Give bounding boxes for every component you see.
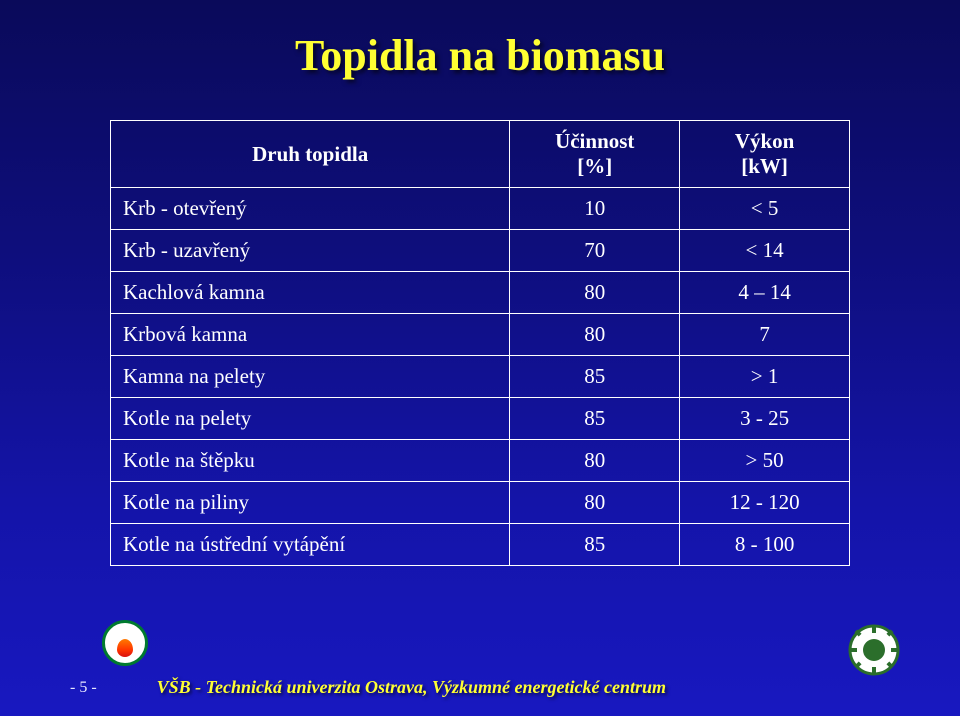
cell-type: Kotle na štěpku: [111, 440, 510, 482]
cell-power: 7: [680, 314, 850, 356]
footer-text: VŠB - Technická univerzita Ostrava, Výzk…: [157, 677, 666, 698]
col-header-type: Druh topidla: [111, 121, 510, 188]
biomass-heaters-table: Druh topidla Účinnost[%] Výkon[kW] Krb -…: [110, 120, 850, 566]
cell-efficiency: 80: [510, 482, 680, 524]
table-row: Kotle na pelety 85 3 - 25: [111, 398, 850, 440]
col-header-power: Výkon[kW]: [680, 121, 850, 188]
table-header-row: Druh topidla Účinnost[%] Výkon[kW]: [111, 121, 850, 188]
table-row: Kotle na piliny 80 12 - 120: [111, 482, 850, 524]
table-row: Kachlová kamna 80 4 – 14: [111, 272, 850, 314]
cell-power: < 5: [680, 188, 850, 230]
cell-power: 4 – 14: [680, 272, 850, 314]
cell-type: Kachlová kamna: [111, 272, 510, 314]
slide-title: Topidla na biomasu: [0, 30, 960, 81]
cell-efficiency: 70: [510, 230, 680, 272]
table-row: Kotle na ústřední vytápění 85 8 - 100: [111, 524, 850, 566]
cell-power: 12 - 120: [680, 482, 850, 524]
cell-power: > 50: [680, 440, 850, 482]
cell-power: < 14: [680, 230, 850, 272]
slide: Topidla na biomasu Druh topidla Účinnost…: [0, 0, 960, 716]
col-header-efficiency: Účinnost[%]: [510, 121, 680, 188]
page-number: - 5 -: [70, 679, 97, 697]
cell-power: > 1: [680, 356, 850, 398]
cell-efficiency: 85: [510, 524, 680, 566]
table-row: Krb - otevřený 10 < 5: [111, 188, 850, 230]
cell-type: Krbová kamna: [111, 314, 510, 356]
logo-vsb-icon: [848, 624, 900, 676]
cell-efficiency: 10: [510, 188, 680, 230]
cell-power: 8 - 100: [680, 524, 850, 566]
cell-power: 3 - 25: [680, 398, 850, 440]
table-row: Krb - uzavřený 70 < 14: [111, 230, 850, 272]
cell-type: Krb - uzavřený: [111, 230, 510, 272]
cell-type: Kotle na piliny: [111, 482, 510, 524]
footer: - 5 - VŠB - Technická univerzita Ostrava…: [0, 677, 960, 698]
table-row: Krbová kamna 80 7: [111, 314, 850, 356]
logo-energy-center-icon: [102, 620, 148, 666]
cell-efficiency: 80: [510, 272, 680, 314]
cell-efficiency: 80: [510, 440, 680, 482]
cell-efficiency: 80: [510, 314, 680, 356]
cell-efficiency: 85: [510, 398, 680, 440]
cell-efficiency: 85: [510, 356, 680, 398]
table-row: Kamna na pelety 85 > 1: [111, 356, 850, 398]
cell-type: Kotle na pelety: [111, 398, 510, 440]
table-body: Krb - otevřený 10 < 5 Krb - uzavřený 70 …: [111, 188, 850, 566]
cell-type: Kamna na pelety: [111, 356, 510, 398]
cell-type: Kotle na ústřední vytápění: [111, 524, 510, 566]
table-row: Kotle na štěpku 80 > 50: [111, 440, 850, 482]
cell-type: Krb - otevřený: [111, 188, 510, 230]
